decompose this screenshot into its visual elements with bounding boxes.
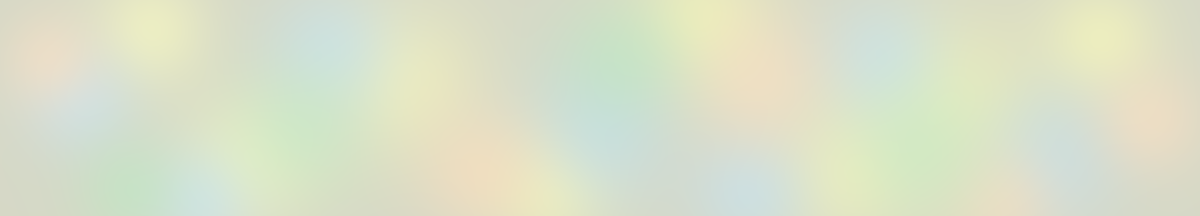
Text: 4.65, $\bar{Y}$ = 7.44, s$_Y$ = 2.12, $r$ = 0.34, N = 67, SSM = 19.79, SSE = 215: 4.65, $\bar{Y}$ = 7.44, s$_Y$ = 2.12, $r…: [12, 194, 833, 216]
Text: significant relation using the hypothesis testing procedure: $\bar{X}$ = 12.58, : significant relation using the hypothesi…: [12, 143, 862, 172]
Text: how often someone volunteers (Y). Using these values, calculate the line of: how often someone volunteers (Y). Using …: [12, 65, 862, 87]
Text: 10. You have summary data for two variables: how extroverted some is (X) and: 10. You have summary data for two variab…: [12, 26, 875, 48]
Text: best fit predicting volunteering from extroversion then test for a statistically: best fit predicting volunteering from ex…: [12, 104, 878, 126]
